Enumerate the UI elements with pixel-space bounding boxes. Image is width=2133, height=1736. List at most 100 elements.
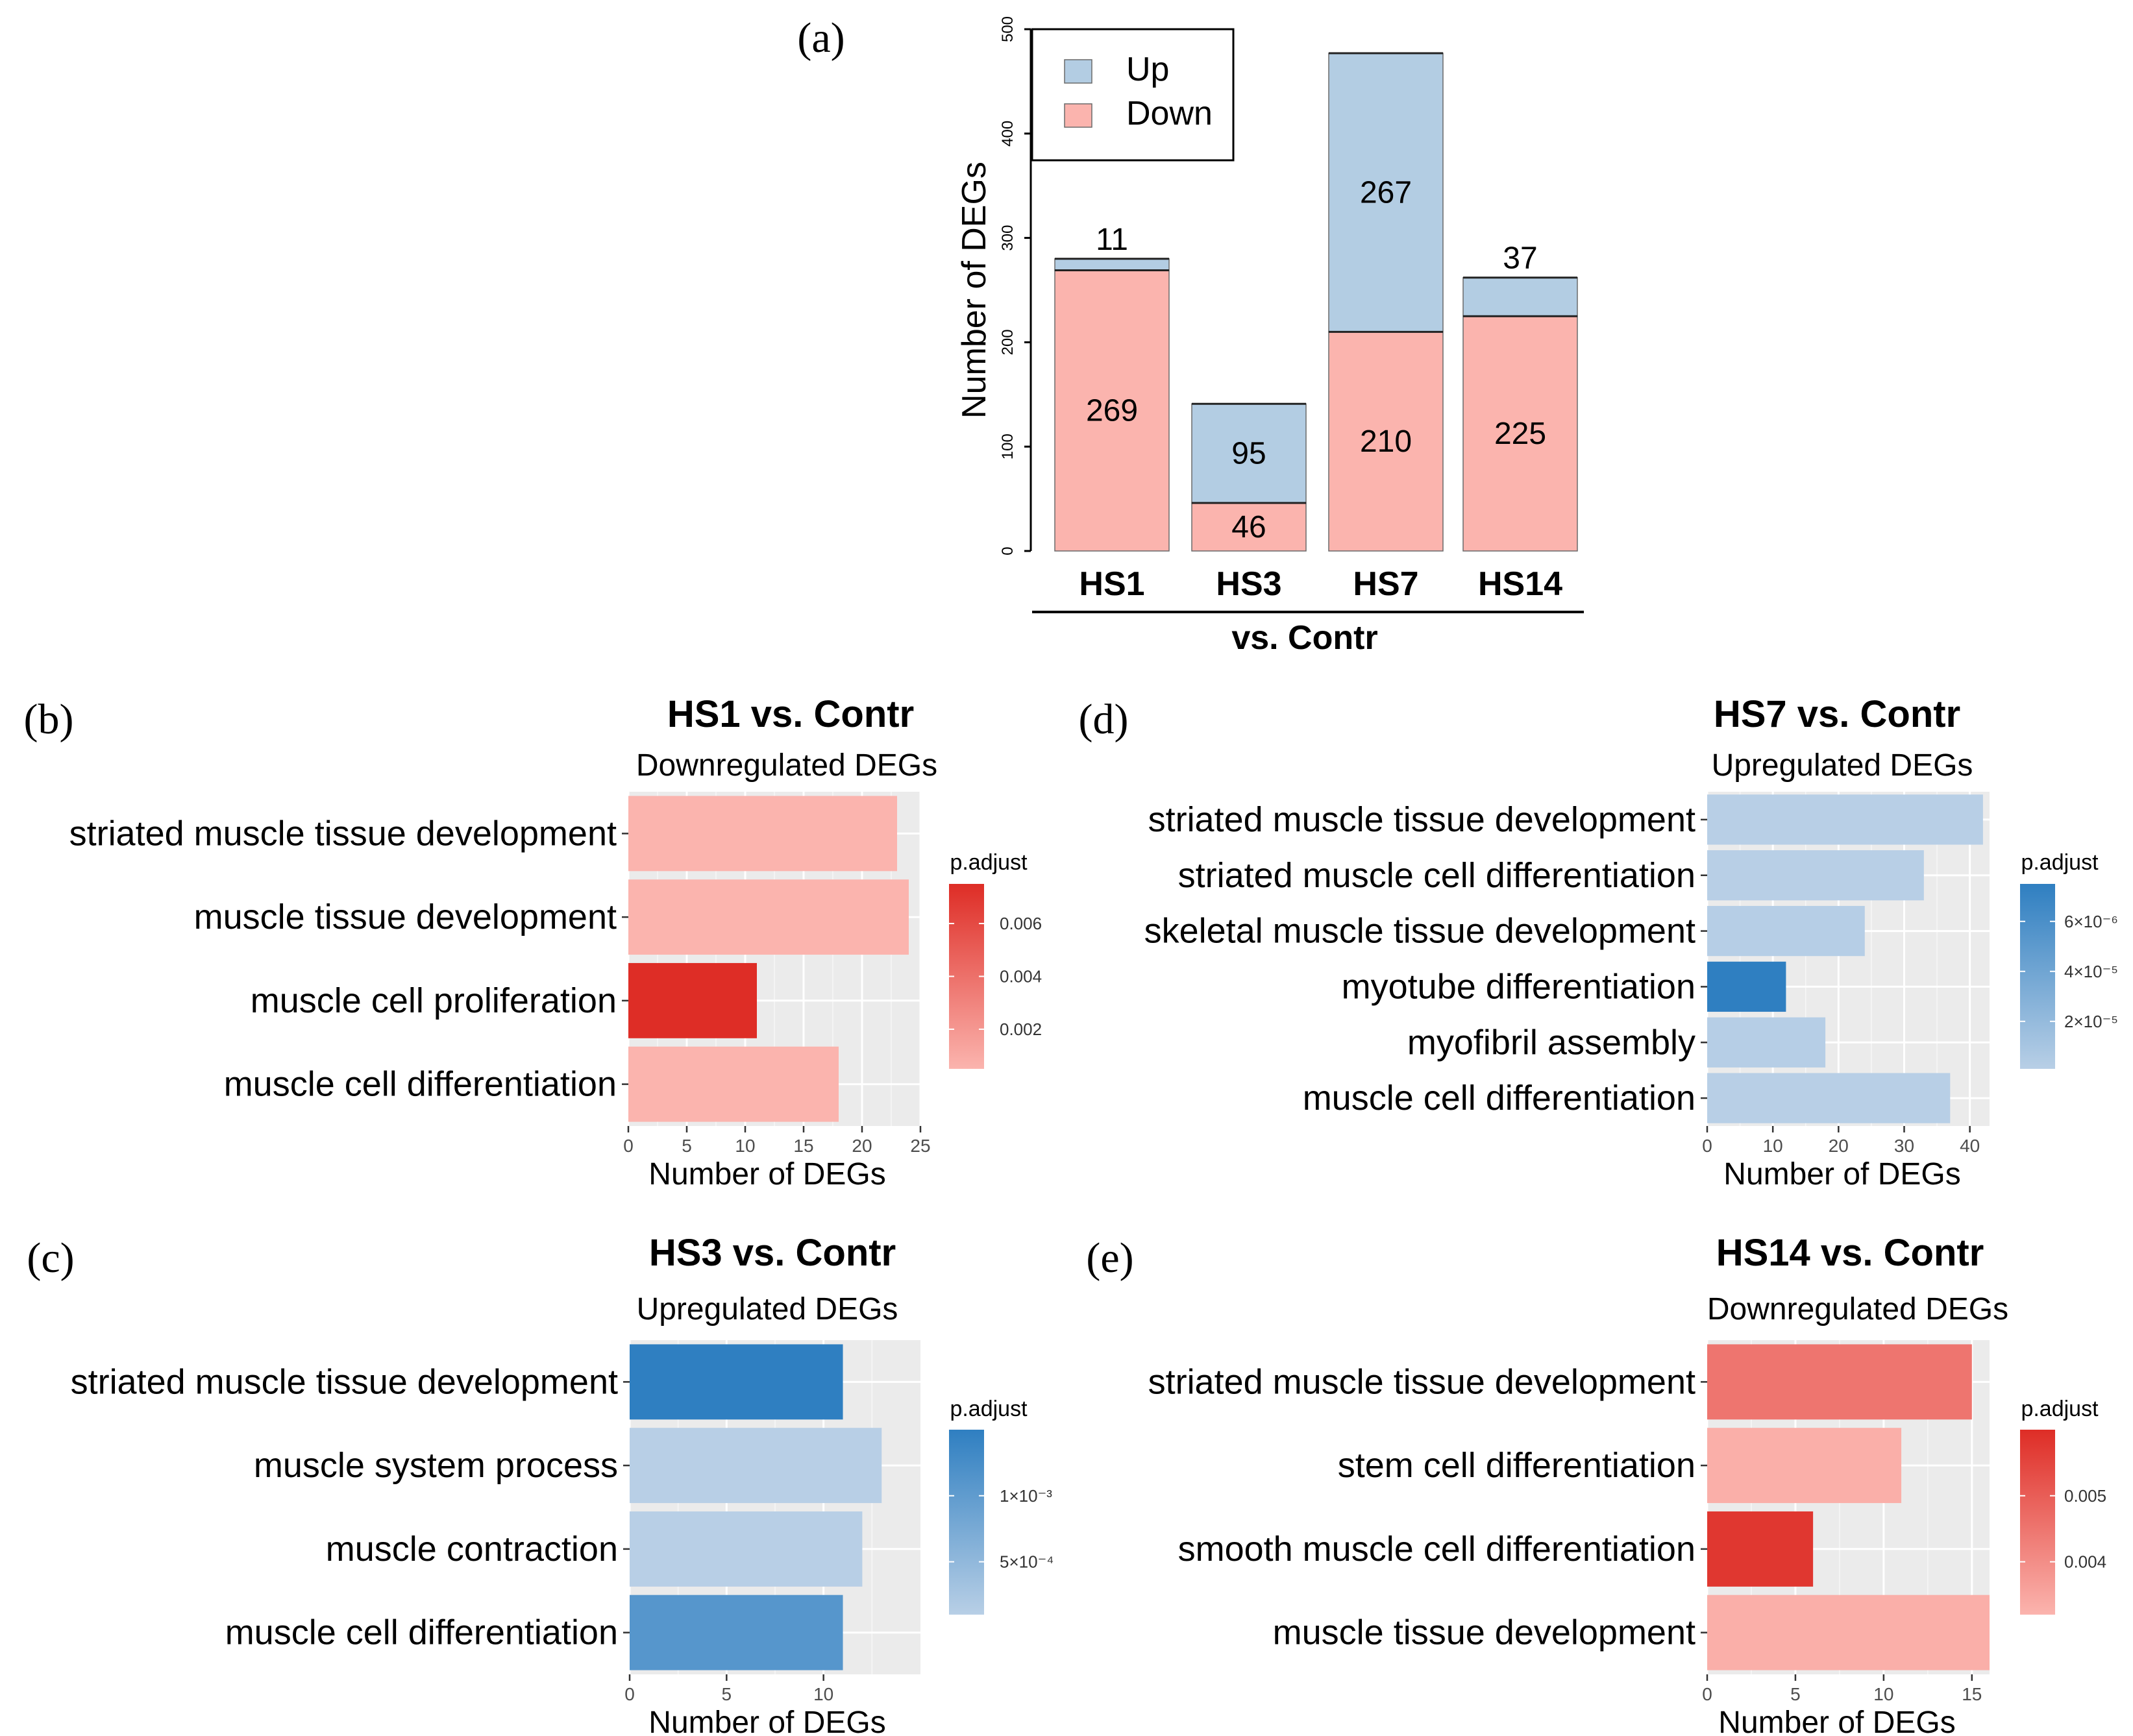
bar-d-3 bbox=[1707, 905, 1865, 957]
plot-panel-d bbox=[1707, 792, 1990, 1126]
y-tick-label: 0 bbox=[999, 546, 1017, 555]
colorbar-d bbox=[2020, 884, 2055, 1069]
x-tick-label-b: 10 bbox=[735, 1136, 755, 1156]
x-tick-label-e: 0 bbox=[1702, 1684, 1712, 1704]
bar-down-hs14 bbox=[1462, 315, 1578, 552]
y-tick-label-c-1: striated muscle tissue development bbox=[71, 1362, 618, 1401]
bar-d-2 bbox=[1707, 850, 1924, 901]
bar-down-hs3 bbox=[1191, 502, 1307, 552]
x-tick-label-d: 30 bbox=[1894, 1136, 1914, 1156]
bar-c-2 bbox=[630, 1428, 882, 1504]
y-tick-label: 200 bbox=[999, 329, 1017, 355]
legend-swatch-down bbox=[1064, 103, 1092, 128]
y-tick-label-e-4: muscle tissue development bbox=[1273, 1613, 1695, 1652]
panel-label-d: (d) bbox=[1079, 696, 1129, 743]
x-axis-title-e: Number of DEGs bbox=[1718, 1705, 1955, 1736]
bar-d-1 bbox=[1707, 794, 1983, 845]
y-tick-label-d-6: muscle cell differentiation bbox=[1303, 1079, 1695, 1118]
legend-label-up: Up bbox=[1126, 51, 1169, 88]
colorbar-tick-label-e: 0.005 bbox=[2064, 1486, 2106, 1506]
bar-up-hs14 bbox=[1462, 276, 1578, 317]
y-tick-label-c-3: muscle contraction bbox=[326, 1530, 618, 1569]
x-tick-label-hs3: HS3 bbox=[1216, 565, 1281, 603]
legend-box bbox=[1031, 28, 1235, 162]
y-tick-label-b-4: muscle cell differentiation bbox=[224, 1065, 617, 1104]
x-axis-title-d: Number of DEGs bbox=[1723, 1157, 1960, 1192]
y-tick-label: 100 bbox=[999, 434, 1017, 459]
x-tick-label-c: 10 bbox=[813, 1684, 833, 1704]
legend-title-c: p.adjust bbox=[950, 1397, 1028, 1421]
bar-down-hs7 bbox=[1328, 331, 1444, 552]
data-label-down-hs1: 269 bbox=[1086, 394, 1138, 428]
x-tick-label-b: 5 bbox=[682, 1136, 692, 1156]
colorbar-tick-label-d: 4×10⁻⁵ bbox=[2064, 962, 2118, 981]
x-tick-label-c: 0 bbox=[624, 1684, 635, 1704]
y-tick-label-d-1: striated muscle tissue development bbox=[1148, 800, 1695, 839]
x-tick-label-d: 20 bbox=[1829, 1136, 1849, 1156]
y-tick-label-d-4: myotube differentiation bbox=[1342, 967, 1695, 1006]
bar-d-6 bbox=[1707, 1073, 1951, 1123]
y-tick-label: 400 bbox=[999, 121, 1017, 147]
bar-d-4 bbox=[1707, 961, 1786, 1012]
x-axis-title: vs. Contr bbox=[1231, 619, 1377, 657]
colorbar-c bbox=[949, 1430, 984, 1615]
bar-c-3 bbox=[630, 1511, 863, 1587]
y-tick-label-d-2: striated muscle cell differentiation bbox=[1178, 856, 1695, 895]
y-axis-title: Number of DEGs bbox=[956, 162, 993, 419]
x-tick-label-d: 0 bbox=[1702, 1136, 1712, 1156]
panel-subtitle-e: Downregulated DEGs bbox=[1707, 1292, 2008, 1326]
x-tick-label-b: 15 bbox=[793, 1136, 813, 1156]
x-tick-label-d: 10 bbox=[1763, 1136, 1783, 1156]
y-tick-label-b-2: muscle tissue development bbox=[194, 898, 617, 936]
y-tick-label-d-3: skeletal muscle tissue development bbox=[1144, 912, 1695, 951]
y-tick-label-d-5: myofibril assembly bbox=[1407, 1023, 1695, 1062]
bar-b-2 bbox=[628, 879, 909, 955]
data-label-up-hs7: 267 bbox=[1360, 176, 1412, 210]
data-label-up-hs14: 37 bbox=[1503, 241, 1537, 276]
bar-b-4 bbox=[628, 1046, 839, 1122]
legend-label-down: Down bbox=[1126, 95, 1213, 132]
bar-down-hs1 bbox=[1054, 269, 1170, 552]
bar-b-1 bbox=[628, 796, 897, 872]
colorbar-tick-label-e: 0.004 bbox=[2064, 1552, 2106, 1572]
bar-e-1 bbox=[1707, 1344, 1972, 1420]
bar-d-5 bbox=[1707, 1017, 1826, 1068]
legend-title-e: p.adjust bbox=[2021, 1397, 2099, 1421]
colorbar-tick-label-d: 6×10⁻⁶ bbox=[2064, 912, 2118, 931]
bar-e-3 bbox=[1707, 1511, 1814, 1587]
colorbar-tick-label-b: 0.002 bbox=[1000, 1020, 1042, 1039]
panel-title-d: HS7 vs. Contr bbox=[1714, 693, 1960, 735]
y-tick-label-e-2: stem cell differentiation bbox=[1338, 1446, 1695, 1485]
panel-subtitle-d: Upregulated DEGs bbox=[1712, 748, 1973, 783]
bar-c-1 bbox=[630, 1344, 843, 1420]
x-tick-label-c: 5 bbox=[722, 1684, 732, 1704]
y-tick-label-e-3: smooth muscle cell differentiation bbox=[1178, 1530, 1695, 1569]
panel-title-c: HS3 vs. Contr bbox=[649, 1232, 896, 1274]
panel-label-c: (c) bbox=[27, 1234, 74, 1282]
data-label-up-hs1: 11 bbox=[1096, 223, 1128, 257]
x-tick-label-d: 40 bbox=[1960, 1136, 1980, 1156]
colorbar-tick-label-b: 0.006 bbox=[1000, 914, 1042, 933]
bar-c-4 bbox=[630, 1595, 843, 1670]
panel-label-a: (a) bbox=[797, 14, 845, 62]
x-tick-label-hs7: HS7 bbox=[1353, 565, 1418, 603]
panel-title-b: HS1 vs. Contr bbox=[667, 693, 914, 735]
y-tick-label-e-1: striated muscle tissue development bbox=[1148, 1362, 1695, 1401]
bar-up-hs7 bbox=[1328, 53, 1444, 333]
y-tick-label: 300 bbox=[999, 225, 1017, 251]
legend-swatch-up bbox=[1064, 59, 1092, 84]
x-tick-label-hs1: HS1 bbox=[1079, 565, 1144, 603]
data-label-down-hs3: 46 bbox=[1231, 510, 1266, 544]
colorbar-tick-label-b: 0.004 bbox=[1000, 967, 1042, 986]
bar-e-4 bbox=[1707, 1595, 1990, 1670]
bar-e-2 bbox=[1707, 1428, 1902, 1504]
colorbar-b bbox=[949, 884, 984, 1069]
panel-subtitle-c: Upregulated DEGs bbox=[637, 1292, 898, 1326]
colorbar-tick-label-c: 1×10⁻³ bbox=[1000, 1486, 1052, 1506]
x-tick-label-e: 5 bbox=[1790, 1684, 1801, 1704]
panel-label-e: (e) bbox=[1086, 1234, 1133, 1282]
legend-title-d: p.adjust bbox=[2021, 850, 2099, 875]
panel-title-e: HS14 vs. Contr bbox=[1716, 1232, 1984, 1274]
x-tick-label-e: 15 bbox=[1962, 1684, 1982, 1704]
